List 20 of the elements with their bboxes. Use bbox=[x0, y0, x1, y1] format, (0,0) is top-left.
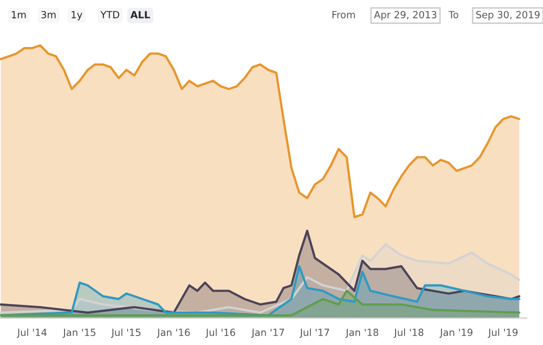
text: Sep 30, 2019 bbox=[476, 10, 540, 20]
x-tick-label: Jan '18 bbox=[345, 328, 378, 338]
text: To bbox=[448, 11, 458, 18]
x-tick-label: Jul '16 bbox=[205, 328, 236, 338]
text: YTD bbox=[100, 11, 120, 18]
x-tick-label: Jul '14 bbox=[16, 328, 47, 338]
x-tick-label: Jan '16 bbox=[156, 328, 190, 338]
x-tick-label: Jul '15 bbox=[110, 328, 140, 338]
x-tick-label: Jul '19 bbox=[488, 328, 518, 338]
x-tick-label: Jan '19 bbox=[439, 328, 472, 338]
x-tick-label: Jul '17 bbox=[300, 328, 330, 338]
text: Apr 29, 2013 bbox=[374, 10, 436, 20]
x-tick-label: Jul '18 bbox=[394, 328, 424, 338]
text: From bbox=[332, 11, 355, 18]
x-tick-label: Jan '15 bbox=[62, 328, 96, 338]
text: 1m bbox=[12, 11, 26, 18]
x-tick-label: Jan '17 bbox=[251, 328, 284, 338]
text: 3m bbox=[41, 10, 56, 18]
text: 1y bbox=[72, 11, 82, 20]
text: ALL bbox=[130, 11, 150, 18]
